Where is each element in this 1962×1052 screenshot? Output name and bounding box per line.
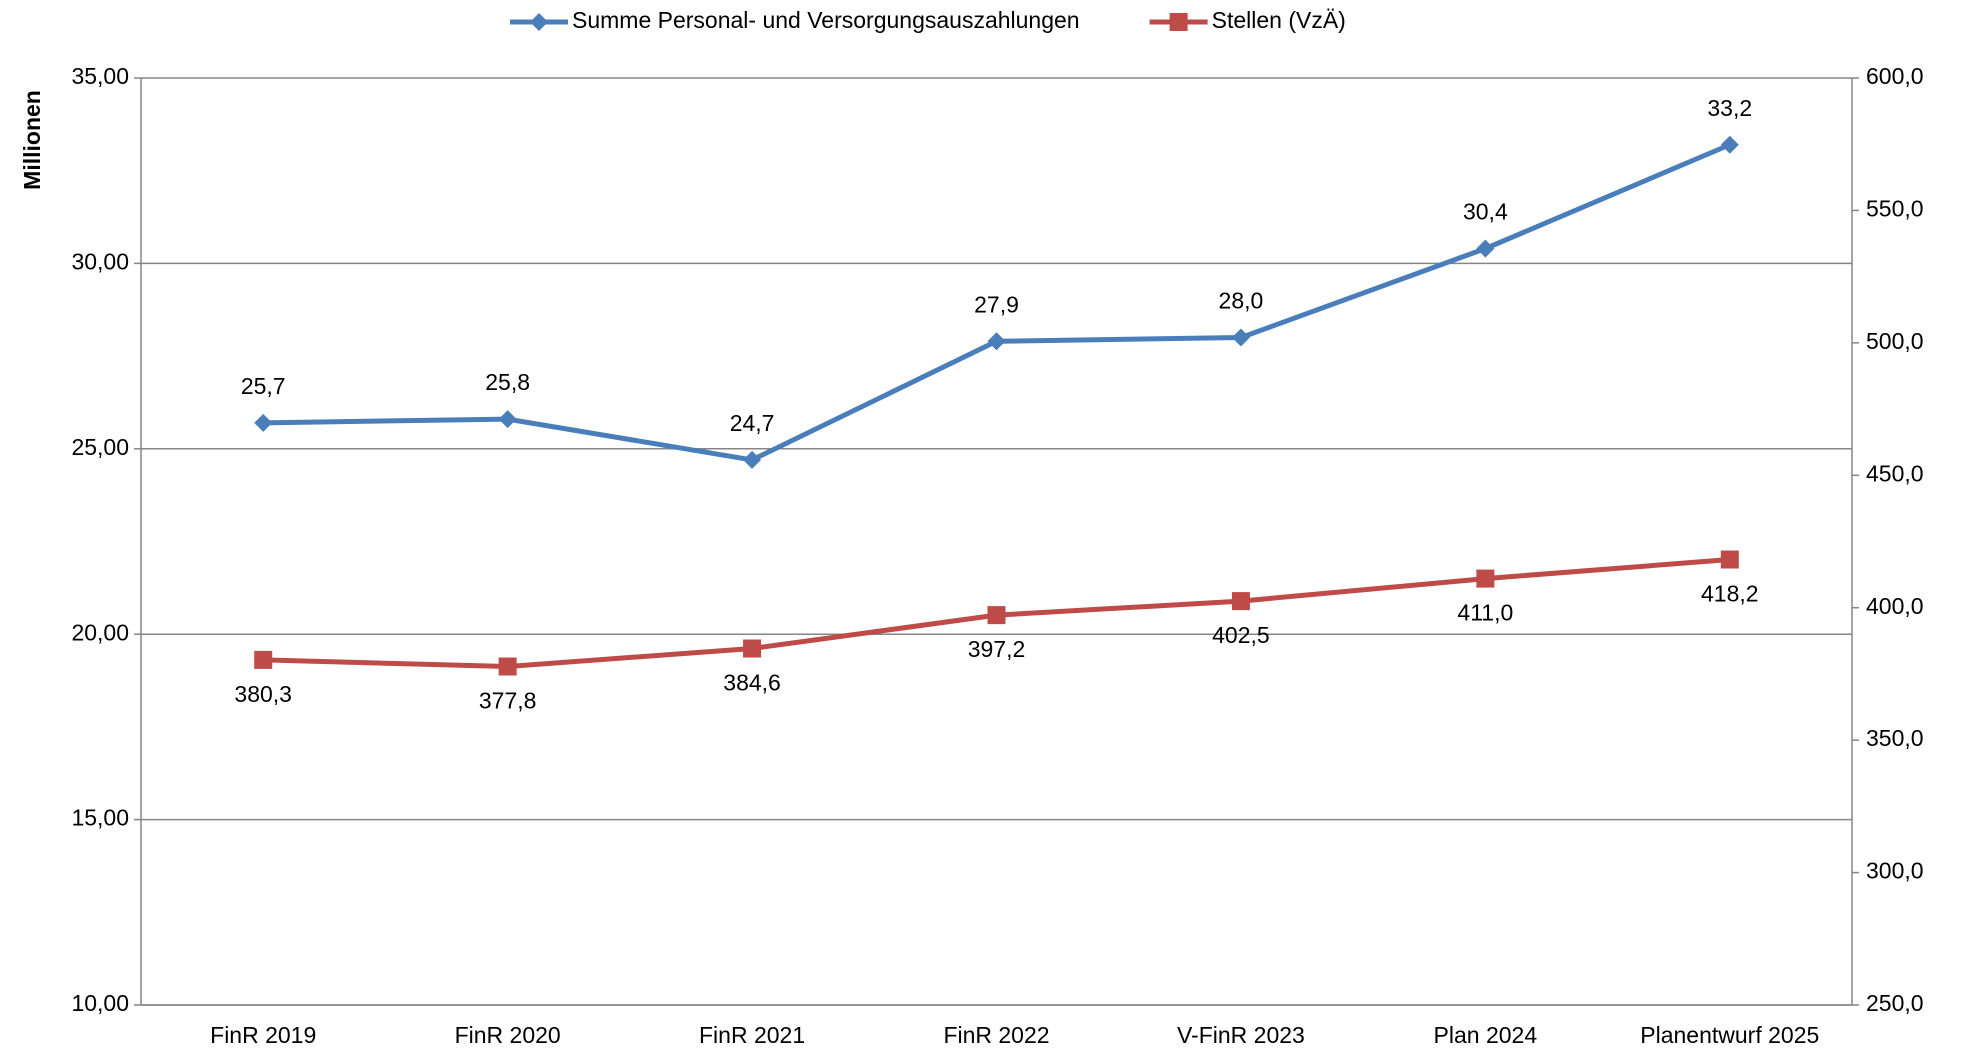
marker (254, 413, 273, 432)
y2-tick-label: 500,0 (1866, 328, 1924, 354)
y2-tick-label: 550,0 (1866, 196, 1924, 222)
marker (1169, 13, 1188, 31)
y2-tick-label: 400,0 (1866, 593, 1924, 619)
y-tick-label: 30,00 (71, 248, 129, 274)
data-label: 397,2 (968, 636, 1026, 662)
data-label: 384,6 (723, 670, 781, 696)
y-axis-label: Millionen (19, 90, 45, 190)
marker (743, 639, 762, 658)
marker (1231, 328, 1250, 347)
legend-label: Stellen (VzÄ) (1212, 7, 1346, 33)
x-tick-label: FinR 2021 (699, 1022, 805, 1048)
data-label: 33,2 (1707, 95, 1752, 121)
marker (498, 657, 517, 676)
marker (498, 410, 517, 429)
y-tick-label: 35,00 (71, 63, 129, 89)
data-label: 25,7 (241, 373, 286, 399)
data-label: 402,5 (1212, 622, 1270, 648)
data-label: 418,2 (1701, 581, 1759, 607)
marker (1476, 239, 1495, 258)
data-label: 411,0 (1457, 600, 1513, 626)
x-tick-label: V-FinR 2023 (1177, 1022, 1305, 1048)
marker (1720, 135, 1739, 154)
data-label: 25,8 (485, 369, 530, 395)
y2-tick-label: 350,0 (1866, 725, 1924, 751)
data-label: 380,3 (234, 681, 292, 707)
marker (987, 606, 1006, 625)
x-tick-label: FinR 2020 (455, 1022, 561, 1048)
marker (1720, 550, 1739, 569)
marker (743, 450, 762, 469)
y-tick-label: 10,00 (71, 990, 129, 1016)
marker (1231, 592, 1250, 611)
data-label: 377,8 (479, 688, 537, 714)
marker (1476, 569, 1495, 588)
y-tick-label: 15,00 (71, 805, 129, 831)
x-tick-label: FinR 2022 (943, 1022, 1049, 1048)
data-label: 24,7 (730, 410, 775, 436)
y-tick-label: 20,00 (71, 619, 129, 645)
y-tick-label: 25,00 (71, 434, 129, 460)
data-label: 28,0 (1219, 288, 1264, 314)
y2-tick-label: 450,0 (1866, 460, 1924, 486)
marker (987, 332, 1006, 351)
x-tick-label: FinR 2019 (210, 1022, 316, 1048)
marker (254, 650, 273, 669)
data-label: 27,9 (974, 291, 1019, 317)
y2-tick-label: 300,0 (1866, 858, 1924, 884)
data-label: 30,4 (1463, 199, 1508, 225)
marker (530, 13, 548, 31)
y2-tick-label: 600,0 (1866, 63, 1924, 89)
y2-tick-label: 250,0 (1866, 990, 1924, 1016)
legend-label: Summe Personal- und Versorgungsauszahlun… (572, 7, 1080, 33)
x-tick-label: Plan 2024 (1434, 1022, 1538, 1048)
x-tick-label: Planentwurf 2025 (1640, 1022, 1819, 1048)
